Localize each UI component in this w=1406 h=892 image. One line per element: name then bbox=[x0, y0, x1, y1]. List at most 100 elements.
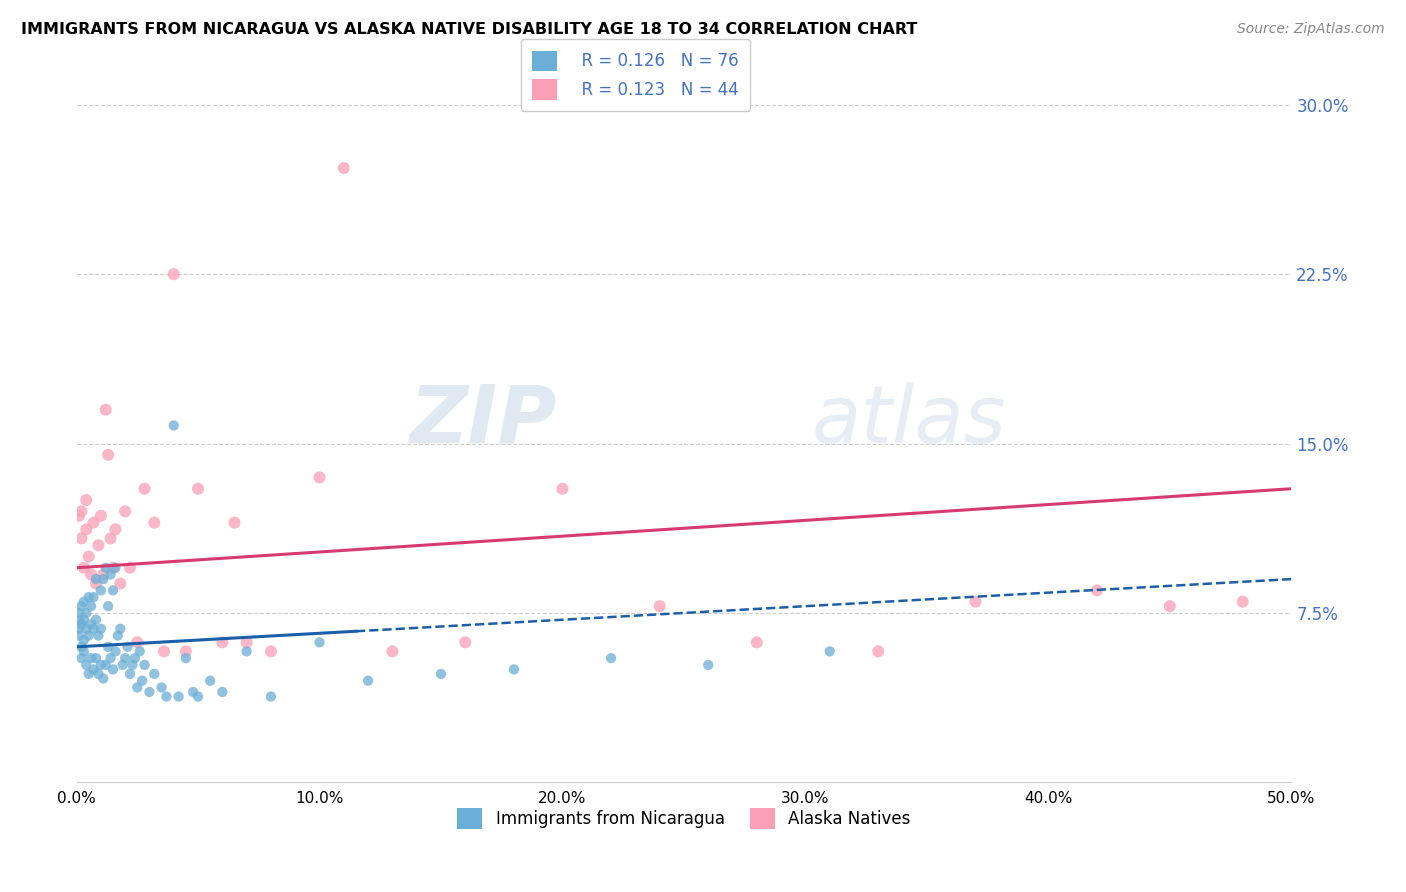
Point bbox=[818, 644, 841, 658]
Point bbox=[67, 628, 90, 642]
Point bbox=[131, 673, 153, 688]
Point bbox=[124, 651, 146, 665]
Point bbox=[1232, 595, 1254, 609]
Point bbox=[121, 657, 143, 672]
Point bbox=[502, 662, 524, 676]
Point bbox=[648, 599, 671, 614]
Point bbox=[75, 622, 97, 636]
Point bbox=[100, 651, 122, 665]
Point bbox=[198, 673, 221, 688]
Point bbox=[67, 613, 90, 627]
Point bbox=[187, 690, 209, 704]
Point bbox=[73, 595, 96, 609]
Point bbox=[84, 613, 107, 627]
Point bbox=[75, 657, 97, 672]
Text: Source: ZipAtlas.com: Source: ZipAtlas.com bbox=[1237, 22, 1385, 37]
Point bbox=[1159, 599, 1181, 614]
Point bbox=[163, 418, 186, 433]
Point bbox=[87, 628, 110, 642]
Point bbox=[1085, 583, 1108, 598]
Point bbox=[83, 622, 105, 636]
Point bbox=[73, 613, 96, 627]
Text: atlas: atlas bbox=[811, 382, 1007, 460]
Point bbox=[67, 606, 90, 620]
Point bbox=[84, 572, 107, 586]
Point bbox=[101, 662, 124, 676]
Point bbox=[143, 516, 166, 530]
Point bbox=[100, 532, 122, 546]
Point bbox=[111, 657, 134, 672]
Point bbox=[868, 644, 890, 658]
Point bbox=[138, 685, 160, 699]
Point bbox=[167, 690, 190, 704]
Point bbox=[91, 672, 114, 686]
Point bbox=[600, 651, 623, 665]
Point bbox=[90, 583, 112, 598]
Point bbox=[127, 635, 149, 649]
Point bbox=[153, 644, 176, 658]
Point bbox=[308, 470, 330, 484]
Point bbox=[87, 667, 110, 681]
Point bbox=[454, 635, 477, 649]
Point bbox=[163, 267, 186, 281]
Point bbox=[84, 651, 107, 665]
Point bbox=[260, 690, 283, 704]
Point bbox=[104, 644, 127, 658]
Point bbox=[211, 685, 233, 699]
Point bbox=[91, 567, 114, 582]
Point bbox=[94, 402, 117, 417]
Point bbox=[107, 628, 129, 642]
Point bbox=[75, 522, 97, 536]
Point bbox=[174, 651, 197, 665]
Point bbox=[127, 681, 149, 695]
Point bbox=[73, 561, 96, 575]
Point bbox=[83, 590, 105, 604]
Point bbox=[70, 617, 93, 632]
Point bbox=[77, 590, 100, 604]
Point bbox=[70, 640, 93, 654]
Point bbox=[84, 576, 107, 591]
Point bbox=[381, 644, 404, 658]
Point bbox=[80, 599, 103, 614]
Point bbox=[134, 657, 156, 672]
Point bbox=[110, 576, 132, 591]
Point bbox=[430, 667, 453, 681]
Point bbox=[75, 606, 97, 620]
Point bbox=[104, 522, 127, 536]
Point bbox=[90, 657, 112, 672]
Point bbox=[67, 508, 90, 523]
Point bbox=[94, 657, 117, 672]
Point bbox=[101, 561, 124, 575]
Text: ZIP: ZIP bbox=[409, 382, 557, 460]
Point bbox=[181, 685, 204, 699]
Point bbox=[118, 667, 141, 681]
Point bbox=[70, 532, 93, 546]
Point bbox=[260, 644, 283, 658]
Point bbox=[73, 633, 96, 648]
Legend: Immigrants from Nicaragua, Alaska Natives: Immigrants from Nicaragua, Alaska Native… bbox=[451, 802, 917, 836]
Point bbox=[90, 508, 112, 523]
Point bbox=[90, 622, 112, 636]
Point bbox=[70, 599, 93, 614]
Point bbox=[80, 567, 103, 582]
Point bbox=[114, 651, 136, 665]
Point bbox=[697, 657, 720, 672]
Point bbox=[67, 622, 90, 636]
Point bbox=[100, 567, 122, 582]
Point bbox=[150, 681, 173, 695]
Point bbox=[104, 561, 127, 575]
Point bbox=[308, 635, 330, 649]
Point bbox=[155, 690, 177, 704]
Point bbox=[110, 622, 132, 636]
Point bbox=[134, 482, 156, 496]
Point bbox=[174, 644, 197, 658]
Point bbox=[235, 635, 257, 649]
Point bbox=[551, 482, 574, 496]
Point bbox=[77, 628, 100, 642]
Point bbox=[117, 640, 139, 654]
Point bbox=[73, 644, 96, 658]
Point bbox=[97, 599, 120, 614]
Point bbox=[97, 448, 120, 462]
Point bbox=[235, 644, 257, 658]
Point bbox=[118, 561, 141, 575]
